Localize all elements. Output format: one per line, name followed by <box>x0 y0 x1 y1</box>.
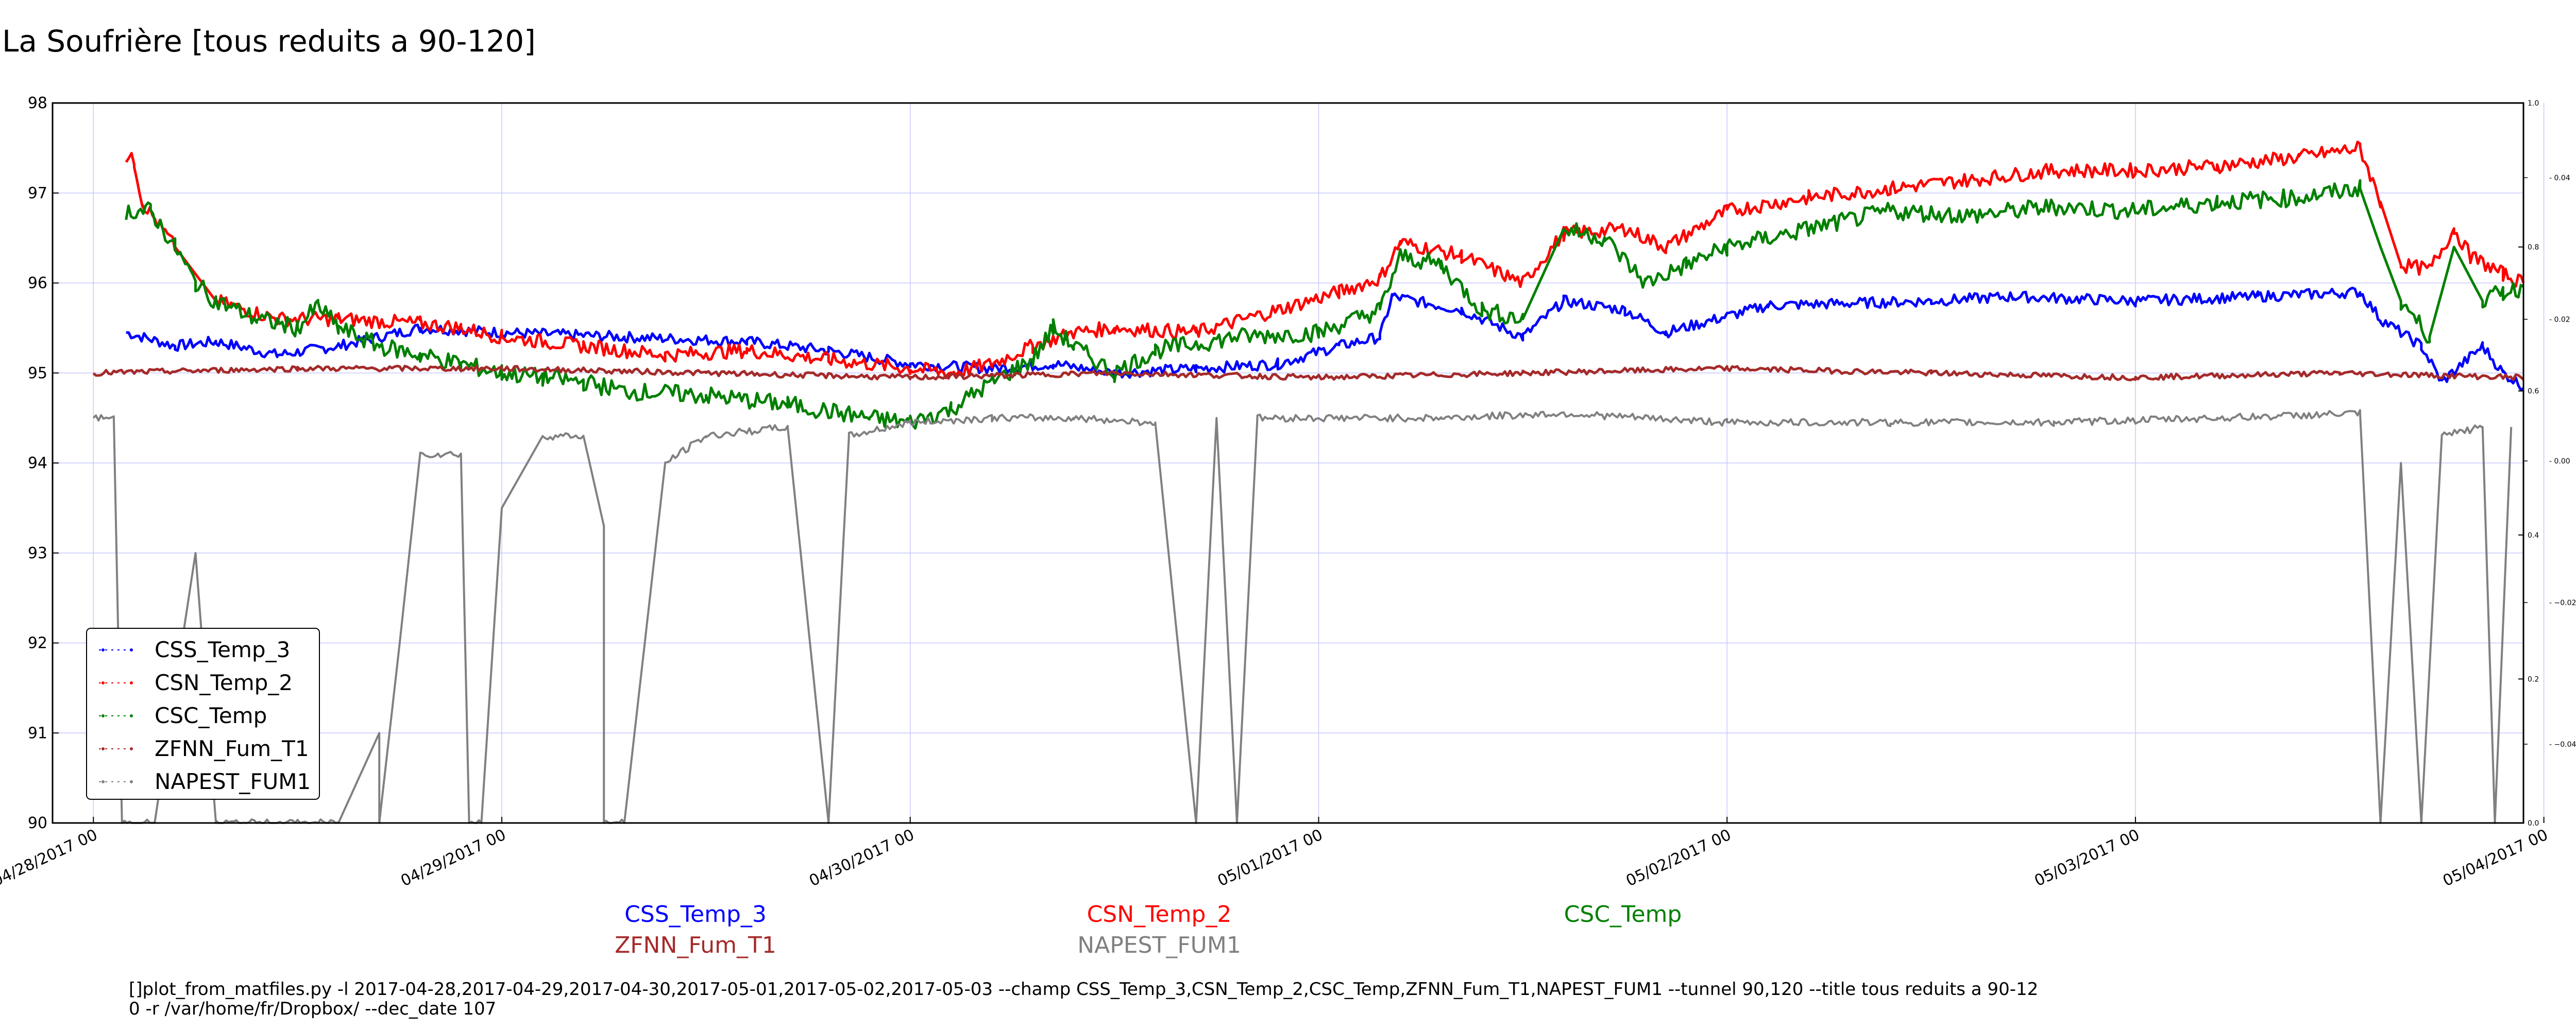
legend-label-0: CSS_Temp_3 <box>155 637 290 662</box>
legend-marker-4 <box>101 780 105 783</box>
series-label-zfnn-fum-t1: ZFNN_Fum_T1 <box>615 932 776 958</box>
right-inner-tick-label-1: - 0.02 <box>2549 316 2570 324</box>
y-tick-label-0: 90 <box>28 814 47 832</box>
series-label-csn-temp-2: CSN_Temp_2 <box>1087 901 1232 928</box>
x-tick-label-2: 04/30/2017 00 <box>806 826 917 890</box>
series-line-csn-temp-2 <box>125 141 2525 380</box>
legend: CSS_Temp_3 CSN_Temp_2 CSC_Temp ZFNN_Fum_T1 N… <box>86 628 320 800</box>
right-outer-tick-label-3: 0.4 <box>2528 531 2539 540</box>
right-inner-tick-label-4: - −0.04 <box>2549 741 2576 749</box>
legend-label-1: CSN_Temp_2 <box>155 670 293 695</box>
legend-marker-end-4 <box>130 780 133 783</box>
x-tick-label-0: 04/28/2017 00 <box>0 826 100 890</box>
series-label-csc-temp: CSC_Temp <box>1564 901 1682 928</box>
y-tick-label-2: 92 <box>28 634 47 653</box>
series-line-css-temp-3 <box>126 286 2524 391</box>
series-label-napest-fum1: NAPEST_FUM1 <box>1077 932 1241 958</box>
legend-box <box>86 628 320 800</box>
y-tick-label-7: 97 <box>28 184 47 202</box>
series-line-zfnn-fum-t1 <box>92 364 2524 382</box>
right-outer-tick-label-0: 1.0 <box>2528 99 2539 108</box>
y-tick-label-3: 93 <box>28 544 47 562</box>
right-outer-tick-label-1: 0.8 <box>2528 244 2539 252</box>
command-line-1: []plot_from_matfiles.py -l 2017-04-28,20… <box>129 979 2038 1000</box>
right-outer-tick-label-2: 0.6 <box>2528 387 2539 396</box>
series-labels: CSS_Temp_3 CSN_Temp_2 CSC_Temp ZFNN_Fum_… <box>615 901 1682 958</box>
legend-marker-3 <box>101 747 105 750</box>
series-label-css-temp-3: CSS_Temp_3 <box>624 901 767 928</box>
y-tick-label-1: 91 <box>28 724 47 742</box>
x-tick-label-5: 05/03/2017 00 <box>2032 826 2143 890</box>
right-inner-tick-label-0: - 0.04 <box>2549 174 2570 182</box>
y-tick-label-5: 95 <box>28 364 47 382</box>
legend-marker-end-0 <box>130 648 133 651</box>
legend-marker-1 <box>101 681 105 684</box>
right-inner-tick-label-2: - 0.00 <box>2549 457 2570 466</box>
grid-lines <box>53 102 2545 823</box>
right-axis-ticks: 1.0 0.8 0.6 0.4 0.2 0.0 - 0.04 - 0.02 - 0.00 - −0… <box>2518 99 2576 828</box>
legend-marker-end-1 <box>130 681 133 684</box>
legend-marker-end-3 <box>130 747 133 750</box>
chart-title: La Soufrière [tous reduits a 90-120] <box>2 24 536 59</box>
x-tick-label-6: 05/04/2017 00 <box>2440 826 2551 890</box>
legend-label-2: CSC_Temp <box>155 703 267 728</box>
y-tick-label-4: 94 <box>28 454 47 472</box>
legend-marker-end-2 <box>130 714 133 717</box>
series-layer <box>92 141 2525 824</box>
right-outer-tick-label-4: 0.2 <box>2528 675 2539 683</box>
series-line-csc-temp <box>125 179 2524 430</box>
y-axis-ticks: 90 91 92 93 94 95 96 97 98 <box>28 94 59 832</box>
series-line-napest-fum1 <box>92 409 2513 824</box>
y-tick-label-6: 96 <box>28 274 47 293</box>
x-tick-label-4: 05/02/2017 00 <box>1623 826 1734 890</box>
legend-label-3: ZFNN_Fum_T1 <box>155 736 309 761</box>
legend-marker-2 <box>101 714 105 717</box>
right-inner-tick-label-3: - −0.02 <box>2549 599 2576 607</box>
command-line-2: 0 -r /var/home/fr/Dropbox/ --dec_date 10… <box>129 999 496 1019</box>
legend-marker-0 <box>101 648 105 651</box>
y-tick-label-8: 98 <box>28 94 47 112</box>
x-axis-ticks: 04/28/2017 00 04/29/2017 00 04/30/2017 00 0… <box>0 817 2551 890</box>
x-tick-label-1: 04/29/2017 00 <box>398 826 509 890</box>
legend-label-4: NAPEST_FUM1 <box>155 769 311 794</box>
right-outer-tick-label-5: 0.0 <box>2528 819 2539 828</box>
x-tick-label-3: 05/01/2017 00 <box>1215 826 1326 890</box>
